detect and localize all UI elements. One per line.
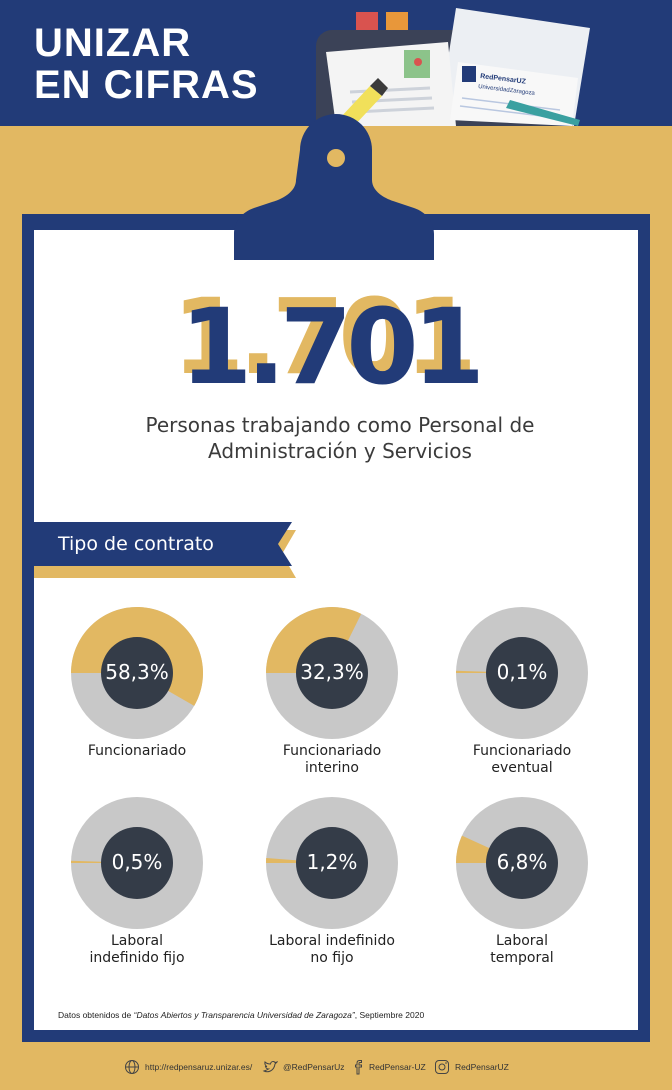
donut-center bbox=[486, 637, 558, 709]
donut-percent: 6,8% bbox=[496, 850, 548, 874]
donut-label-line2: indefinido fijo bbox=[89, 950, 185, 966]
section-ribbon bbox=[34, 522, 296, 578]
donut-label: Funcionariado bbox=[47, 743, 227, 760]
donut-chart bbox=[266, 607, 398, 739]
hero-subtitle-line1: Personas trabajando como Personal de bbox=[145, 413, 535, 437]
section-title: Tipo de contrato bbox=[58, 533, 214, 555]
footer-twitter[interactable]: @RedPensarUz bbox=[262, 1058, 345, 1076]
donut-label-line2: temporal bbox=[490, 950, 554, 966]
donut-center bbox=[101, 637, 173, 709]
title-line1: UNIZAR bbox=[34, 21, 192, 65]
twitter-icon bbox=[262, 1061, 278, 1073]
footnote-prefix: Datos obtenidos de bbox=[58, 1010, 134, 1020]
hero-number-shadow: 1.701 bbox=[172, 276, 477, 398]
hero-subtitle-line2: Administración y Servicios bbox=[208, 439, 472, 463]
hero-number: 1.701 bbox=[180, 286, 485, 408]
donut-label: Laboral temporal bbox=[432, 933, 612, 967]
donut-label: Laboral indefinido fijo bbox=[47, 933, 227, 967]
donut-percent: 0,5% bbox=[111, 850, 163, 874]
donut-chart bbox=[456, 797, 588, 929]
donut-chart bbox=[71, 607, 203, 739]
title-line2: EN CIFRAS bbox=[34, 63, 259, 107]
donut-label: Funcionariado interino bbox=[242, 743, 422, 777]
page-title: UNIZAR EN CIFRAS bbox=[34, 22, 259, 106]
footer-twitter-text: @RedPensarUz bbox=[283, 1062, 345, 1072]
donut-label: Laboral indefinido no fijo bbox=[242, 933, 422, 967]
donut-label-line1: Laboral bbox=[110, 933, 164, 949]
footer-facebook[interactable]: RedPensar-UZ bbox=[352, 1058, 426, 1076]
donut-chart bbox=[456, 607, 588, 739]
footnote: Datos obtenidos de “Datos Abiertos y Tra… bbox=[58, 1010, 424, 1020]
donut-label-line2: interino bbox=[305, 760, 359, 776]
header-banner: RedPensarUZ UniversidadZaragoza UNIZAR E… bbox=[0, 0, 672, 126]
donut-label: Funcionariado eventual bbox=[432, 743, 612, 777]
donut-center bbox=[296, 827, 368, 899]
donut-label-line2: eventual bbox=[491, 760, 553, 776]
donut-center bbox=[486, 827, 558, 899]
donut-percent: 58,3% bbox=[105, 660, 169, 684]
footer-facebook-text: RedPensar-UZ bbox=[369, 1062, 426, 1072]
pen-icon bbox=[506, 100, 580, 126]
donut-label-line1: Laboral indefinido bbox=[269, 933, 395, 949]
donut-label-line1: Laboral bbox=[495, 933, 549, 949]
donut-label-line1: Funcionariado bbox=[282, 743, 382, 759]
donut-chart bbox=[71, 797, 203, 929]
globe-icon bbox=[125, 1060, 139, 1074]
unizar-logo-icon bbox=[462, 66, 476, 82]
donut-chart bbox=[266, 797, 398, 929]
footer-website-text: http://redpensaruz.unizar.es/ bbox=[145, 1062, 253, 1072]
donut-label-line1: Funcionariado bbox=[87, 743, 187, 759]
footnote-suffix: , Septiembre 2020 bbox=[354, 1010, 425, 1020]
donut-label-line2: no fijo bbox=[310, 950, 354, 966]
clipboard-clip-icon bbox=[234, 114, 434, 260]
highlighter-icon bbox=[340, 86, 382, 126]
donut-percent: 32,3% bbox=[300, 660, 364, 684]
footer-instagram[interactable]: RedPensarUZ bbox=[434, 1058, 509, 1076]
footer-instagram-text: RedPensarUZ bbox=[455, 1062, 509, 1072]
header-illustration: RedPensarUZ UniversidadZaragoza bbox=[316, 8, 590, 126]
instagram-icon bbox=[435, 1060, 449, 1074]
logo-document-icon bbox=[450, 62, 578, 126]
facebook-icon bbox=[355, 1060, 362, 1075]
donut-label-line1: Funcionariado bbox=[472, 743, 572, 759]
footnote-source: “Datos Abiertos y Transparencia Universi… bbox=[133, 1010, 355, 1020]
footer-website[interactable]: http://redpensaruz.unizar.es/ bbox=[124, 1058, 252, 1076]
hero-subtitle: Personas trabajando como Personal de Adm… bbox=[60, 412, 620, 464]
donut-percent: 1,2% bbox=[306, 850, 358, 874]
pin-icon bbox=[414, 58, 422, 66]
donut-center bbox=[296, 637, 368, 709]
donut-center bbox=[101, 827, 173, 899]
donut-percent: 0,1% bbox=[496, 660, 548, 684]
